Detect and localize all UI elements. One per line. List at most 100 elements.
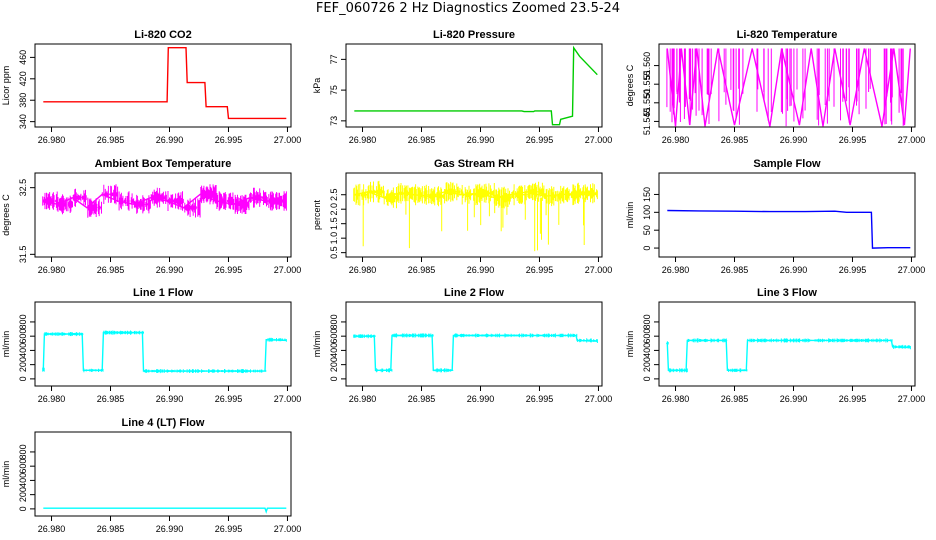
y-tick-label: 32.5 [18,179,28,197]
x-tick-label: 26.990 [467,394,495,404]
series-line [666,339,911,371]
y-tick-label: 0.5 [329,246,339,259]
chart-title: Li-820 CO2 [134,29,191,41]
y-tick-label: 51.550 [642,89,652,117]
y-tick-label: 0 [329,376,339,381]
x-tick-label: 27.000 [274,394,302,404]
x-tick-label: 26.995 [839,265,867,275]
y-tick-label: 31.5 [18,246,28,264]
y-tick-label: 800 [18,314,28,329]
y-tick-label: 460 [18,50,28,65]
x-tick-label: 26.990 [780,394,808,404]
chart-panel: Ambient Box Temperature degrees C 26.980 26… [1,158,301,275]
y-axis-label: ml/min [312,331,322,358]
y-tick-label: 1.0 [329,232,339,245]
plot-frame [34,43,292,128]
chart-title: Sample Flow [753,158,821,170]
y-axis-label: ml/min [1,331,11,358]
series-noise [42,184,287,218]
x-tick-label: 26.980 [662,265,690,275]
x-tick-label: 26.980 [349,394,377,404]
chart-panel: Li-820 Pressure kPa 26.980 26.985 26.990 26.9… [312,29,612,145]
chart-panel: Line 1 Flow ml/min 26.980 26.985 26.990 26.99… [1,287,301,404]
y-tick-label: 800 [18,444,28,459]
y-tick-label: 400 [18,343,28,358]
plot-frame [34,431,292,517]
x-tick-label: 27.000 [274,135,302,145]
x-tick-label: 26.980 [662,135,690,145]
y-tick-label: 51.545 [642,108,652,136]
series-line [667,209,911,249]
y-axis-label: kPa [312,78,322,94]
series-line [43,507,287,514]
chart-title: Li-820 Temperature [737,29,838,41]
x-tick-label: 26.980 [38,524,66,534]
y-tick-label: 75 [329,85,339,95]
chart-title: Line 2 Flow [444,287,504,299]
x-tick-label: 26.995 [215,135,243,145]
x-tick-label: 26.980 [349,265,377,275]
series-noise [353,333,598,373]
x-tick-label: 26.985 [408,394,436,404]
plot-frame [34,172,292,258]
series-noise [353,180,598,209]
y-tick-label: 200 [18,487,28,502]
y-tick-label: 380 [18,93,28,108]
x-tick-label: 26.980 [662,394,690,404]
x-tick-label: 26.985 [721,265,749,275]
chart-panel: Line 2 Flow ml/min 26.980 26.985 26.990 26.99… [312,287,612,404]
plot-frame [345,301,603,387]
y-tick-label: 0 [18,376,28,381]
x-tick-label: 26.985 [97,394,125,404]
figure-title: FEF_060726 2 Hz Diagnostics Zoomed 23.5-… [315,1,621,16]
x-tick-label: 26.985 [97,135,125,145]
y-axis-label: degrees C [625,64,635,106]
y-tick-label: 73 [329,116,339,126]
x-tick-label: 26.985 [721,135,749,145]
x-tick-label: 26.990 [780,265,808,275]
y-tick-label: 800 [329,314,339,329]
x-tick-label: 26.985 [721,394,749,404]
y-tick-label: 600 [642,329,652,344]
chart-panel: Gas Stream RH percent 26.980 26.985 26.990 26… [312,158,612,275]
x-tick-label: 26.995 [526,265,554,275]
series-spikes [666,48,904,127]
plot-frame [658,172,916,258]
y-tick-label: 200 [329,357,339,372]
series-spikes [362,197,585,252]
chart-panel: Line 4 (LT) Flow ml/min 26.980 26.985 26.990… [1,417,301,534]
x-tick-label: 27.000 [274,524,302,534]
y-axis-label: ml/min [625,331,635,358]
series-noise [42,330,287,374]
y-axis-label: percent [312,199,322,230]
y-axis-label: degrees C [1,194,11,236]
x-tick-label: 26.995 [215,524,243,534]
y-tick-label: 50 [642,225,652,235]
chart-title: Ambient Box Temperature [95,158,232,170]
x-tick-label: 27.000 [898,394,926,404]
x-tick-label: 26.990 [156,135,184,145]
x-tick-label: 27.000 [898,265,926,275]
chart-title: Line 3 Flow [757,287,817,299]
x-tick-label: 26.985 [408,135,436,145]
chart-panel: Sample Flow ml/min 26.980 26.985 26.990 26.99… [625,158,925,275]
y-tick-label: 0 [642,376,652,381]
x-tick-label: 27.000 [585,394,613,404]
plot-frame [345,43,603,128]
y-tick-label: 77 [329,54,339,64]
x-tick-label: 26.995 [526,135,554,145]
series-line [42,331,287,372]
y-axis-label: ml/min [1,461,11,488]
x-tick-label: 26.990 [156,265,184,275]
y-tick-label: 400 [329,343,339,358]
x-tick-label: 27.000 [898,135,926,145]
chart-title: Line 4 (LT) Flow [122,417,205,429]
y-tick-label: 51.560 [642,52,652,80]
x-tick-label: 26.995 [839,135,867,145]
x-tick-label: 26.985 [408,265,436,275]
series-line [354,334,598,371]
y-tick-label: 2.5 [329,188,339,201]
y-tick-label: 0 [642,246,652,251]
y-axis-label: ml/min [625,202,635,229]
